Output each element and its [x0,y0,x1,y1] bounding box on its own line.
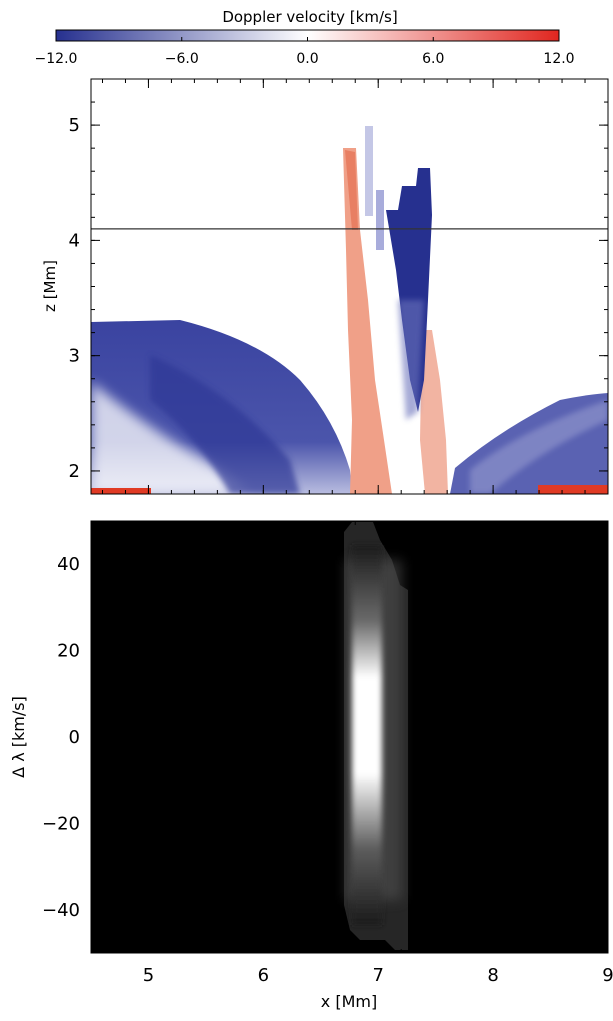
y-tick-label: 0 [69,727,80,748]
colorbar: Doppler velocity [km/s] −12.0 −6.0 0.0 6.0 1… [35,8,575,67]
y-tick-label: 3 [69,346,80,367]
velocity-map [91,126,608,494]
x-tick-label: 7 [372,965,383,986]
colorbar-tick-label: 6.0 [422,51,444,67]
colorbar-tick-label: 0.0 [296,51,318,67]
left-dome-inner-band [150,355,300,494]
x-tick-label: 8 [487,965,498,986]
x-tick-label: 6 [258,965,269,986]
right-red-plume [420,330,448,494]
velocity-panel-ticks: 2 3 4 5 [69,78,609,495]
right-dome-light-edge [470,400,608,494]
bottom-redshift-left [91,488,151,494]
colorbar-tick-label: −6.0 [165,51,199,67]
x-tick-label: 5 [143,965,154,986]
y-tick-label: 20 [57,641,80,662]
spectrum-map [344,522,408,950]
spectrum-panel-xlabel: x [Mm] [321,992,377,1011]
emission-line [352,545,382,925]
y-tick-label: 4 [69,230,80,251]
spectrum-panel: 5 6 7 8 9 −40 −20 0 20 40 Δ λ [km/s] x [Mm] [9,520,613,1011]
spectrum-panel-ylabel: Δ λ [km/s] [9,696,28,778]
central-red-column [343,148,392,494]
y-tick-label: −20 [42,813,80,834]
colorbar-tick-label: −12.0 [35,51,78,67]
pale-blue-streak [376,190,384,250]
spectrum-panel-ticks: 5 6 7 8 9 −40 −20 0 20 40 [42,520,613,986]
central-red-core [345,150,358,230]
y-tick-label: 5 [69,115,80,136]
colorbar-ticks: −12.0 −6.0 0.0 6.0 12.0 [35,37,575,67]
y-tick-label: 2 [69,461,80,482]
colorbar-title: Doppler velocity [km/s] [222,8,397,26]
colorbar-tick-label: 12.0 [543,51,574,67]
x-tick-label: 9 [602,965,613,986]
velocity-panel: 2 3 4 5 z [Mm] [41,78,609,495]
velocity-panel-ylabel: z [Mm] [41,260,59,312]
y-tick-label: 40 [57,554,80,575]
left-dome-white-band [91,382,250,494]
central-blue-fade [398,300,424,420]
bottom-redshift-right [538,485,608,494]
pale-blue-streak [365,126,373,216]
y-tick-label: −40 [42,900,80,921]
